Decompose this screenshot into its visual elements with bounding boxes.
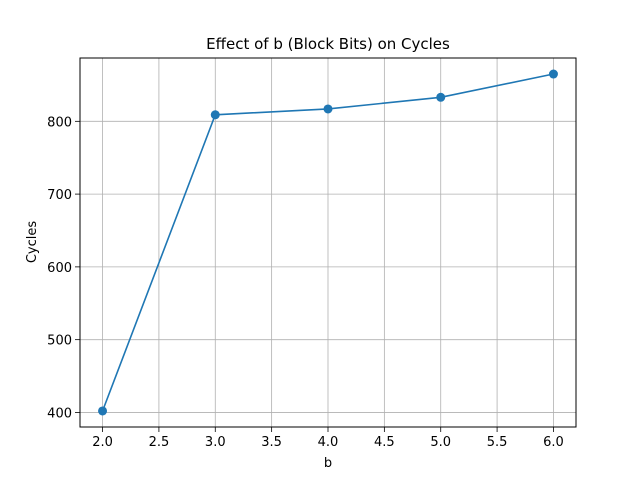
x-axis-label: b [324, 456, 332, 471]
data-point [548, 69, 558, 79]
x-axis-ticks: 2.0 2.5 3.0 3.5 4.0 4.5 5.0 5.5 6.0 [92, 427, 564, 450]
x-tick-label: 4.5 [374, 435, 395, 450]
data-point [210, 110, 220, 120]
series-layer [98, 69, 558, 416]
y-axis-label: Cycles [25, 221, 40, 264]
x-tick-label: 2.5 [149, 435, 170, 450]
grid-lines [80, 58, 576, 427]
chart-title: Effect of b (Block Bits) on Cycles [206, 35, 450, 53]
y-tick-label: 800 [47, 115, 72, 130]
data-point [436, 92, 446, 102]
y-tick-label: 400 [47, 406, 72, 421]
data-point [323, 104, 333, 114]
x-tick-label: 4.0 [318, 435, 339, 450]
data-point [98, 406, 108, 416]
x-tick-label: 5.0 [430, 435, 451, 450]
x-tick-label: 2.0 [92, 435, 113, 450]
x-tick-label: 5.5 [487, 435, 508, 450]
y-tick-label: 700 [47, 188, 72, 203]
x-tick-label: 3.5 [261, 435, 282, 450]
x-tick-label: 3.0 [205, 435, 226, 450]
y-tick-label: 500 [47, 334, 72, 349]
y-axis-ticks: 400 500 600 700 800 [47, 115, 80, 421]
x-tick-label: 6.0 [543, 435, 564, 450]
y-tick-label: 600 [47, 261, 72, 276]
